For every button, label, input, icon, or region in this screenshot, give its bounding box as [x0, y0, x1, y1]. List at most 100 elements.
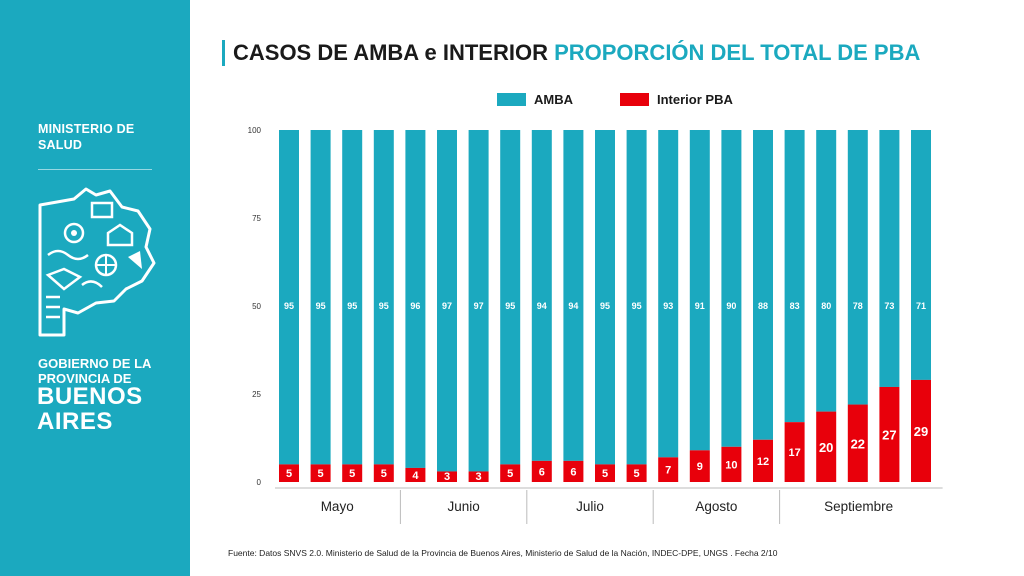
data-label-interior: 5 — [318, 468, 324, 480]
bar-interior — [626, 464, 647, 482]
data-label-amba: 71 — [916, 301, 926, 311]
bar-amba — [595, 130, 615, 465]
bar-interior — [847, 404, 868, 482]
province-name: BUENOS AIRES — [37, 384, 187, 434]
bar-interior — [911, 379, 931, 482]
province-line-1: BUENOS — [37, 383, 143, 410]
bar-amba — [437, 130, 457, 472]
data-label-interior: 3 — [476, 471, 482, 483]
gov-line-2: PROVINCIA DE — [38, 371, 132, 386]
data-label-amba: 95 — [600, 301, 610, 311]
bar-amba — [563, 130, 584, 461]
bar-amba — [816, 130, 837, 412]
province-map-logo-icon — [38, 187, 156, 337]
title-main: CASOS DE AMBA e INTERIOR — [233, 40, 548, 65]
data-label-amba: 90 — [726, 301, 736, 311]
bar-interior — [658, 457, 679, 482]
bar-interior — [879, 386, 900, 482]
bar-interior — [816, 411, 837, 482]
data-label-amba: 94 — [537, 301, 547, 311]
bar-interior — [721, 446, 742, 482]
bar-amba — [500, 130, 521, 465]
data-label-interior: 5 — [634, 468, 640, 480]
y-tick-label: 50 — [252, 302, 261, 311]
data-label-interior: 4 — [412, 470, 419, 482]
stacked-bar-chart: AMBA Interior PBA025507510095595595595596… — [248, 92, 943, 524]
bar-amba — [784, 130, 805, 423]
title-accent: PROPORCIÓN DEL TOTAL DE PBA — [554, 40, 921, 65]
data-label-interior: 5 — [349, 468, 355, 480]
data-label-interior: 12 — [757, 456, 769, 468]
data-label-interior: 20 — [819, 440, 833, 455]
data-label-amba: 95 — [632, 301, 642, 311]
bar-amba — [911, 130, 931, 380]
y-tick-label: 0 — [257, 478, 262, 487]
data-label-amba: 91 — [695, 301, 705, 311]
bar-interior — [437, 471, 457, 482]
bar-amba — [658, 130, 679, 458]
province-line-2: AIRES — [37, 408, 113, 435]
ministry-name: MINISTERIO DE SALUD — [38, 122, 135, 152]
sidebar: MINISTERIO DE SALUD GOBIERNO DE LA PROVI… — [0, 0, 190, 576]
month-label: Septiembre — [824, 499, 893, 514]
government-name: GOBIERNO DE LA PROVINCIA DE — [38, 356, 178, 386]
bar-interior — [310, 464, 331, 482]
bar-interior — [373, 464, 394, 482]
bar-interior — [753, 439, 773, 482]
data-label-amba: 97 — [442, 301, 452, 311]
data-label-amba: 73 — [884, 301, 894, 311]
data-label-interior: 27 — [882, 427, 896, 442]
data-label-interior: 5 — [381, 468, 387, 480]
bar-interior — [689, 450, 710, 482]
data-label-amba: 95 — [284, 301, 294, 311]
bar-amba — [721, 130, 742, 447]
data-label-interior: 5 — [286, 468, 292, 480]
month-label: Junio — [447, 499, 479, 514]
bar-amba — [373, 130, 394, 465]
bar-interior — [405, 467, 426, 482]
data-label-amba: 95 — [347, 301, 357, 311]
data-label-interior: 6 — [539, 466, 545, 478]
legend-interior-swatch — [620, 93, 649, 106]
y-tick-label: 25 — [252, 390, 261, 399]
bar-amba — [879, 130, 900, 387]
bar-amba — [279, 130, 299, 465]
data-label-interior: 5 — [602, 468, 608, 480]
data-label-interior: 3 — [444, 471, 450, 483]
month-label: Mayo — [321, 499, 354, 514]
y-tick-label: 75 — [252, 214, 261, 223]
bar-amba — [847, 130, 868, 405]
data-label-amba: 93 — [663, 301, 673, 311]
gov-line-1: GOBIERNO DE LA — [38, 356, 152, 371]
bar-interior — [279, 464, 299, 482]
bar-amba — [468, 130, 489, 472]
data-label-amba: 97 — [474, 301, 484, 311]
data-label-interior: 22 — [851, 436, 865, 451]
data-label-amba: 83 — [790, 301, 800, 311]
bar-amba — [310, 130, 331, 465]
bar-interior — [784, 422, 805, 482]
legend-amba-label: AMBA — [534, 92, 574, 107]
y-tick-label: 100 — [248, 126, 262, 135]
bar-amba — [753, 130, 773, 440]
data-label-amba: 88 — [758, 301, 768, 311]
month-label: Julio — [576, 499, 604, 514]
data-label-interior: 10 — [725, 459, 737, 471]
bar-interior — [500, 464, 521, 482]
bar-amba — [405, 130, 426, 468]
title-accent-bar — [222, 40, 225, 66]
data-label-amba: 78 — [853, 301, 863, 311]
sidebar-divider — [38, 169, 152, 170]
bar-interior — [468, 471, 489, 482]
data-label-interior: 17 — [788, 447, 800, 459]
legend-amba-swatch — [497, 93, 526, 106]
data-label-interior: 6 — [570, 466, 576, 478]
bar-amba — [531, 130, 552, 461]
source-note: Fuente: Datos SNVS 2.0. Ministerio de Sa… — [228, 548, 778, 558]
data-label-amba: 96 — [410, 301, 420, 311]
legend-interior-label: Interior PBA — [657, 92, 733, 107]
bar-amba — [342, 130, 363, 465]
bar-amba — [626, 130, 647, 465]
data-label-interior: 9 — [697, 461, 703, 473]
data-label-interior: 5 — [507, 468, 513, 480]
